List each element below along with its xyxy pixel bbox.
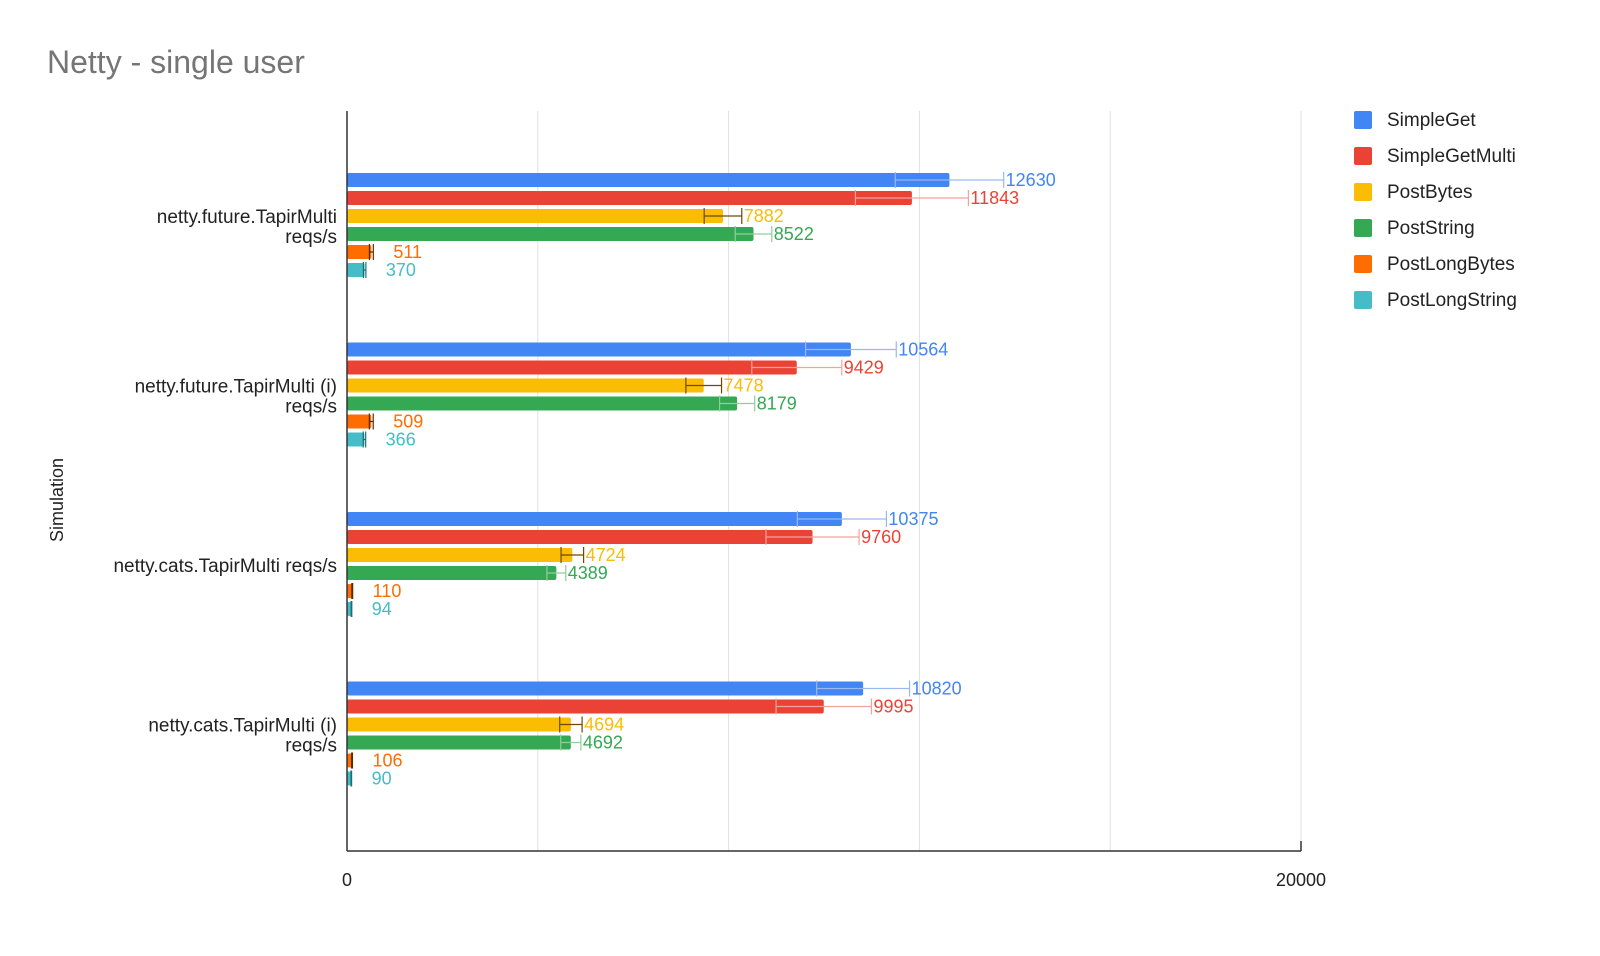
bar — [347, 512, 842, 526]
bar — [347, 209, 723, 223]
legend-label: PostLongString — [1387, 290, 1517, 311]
data-label: 10375 — [888, 509, 938, 529]
legend-label: PostLongBytes — [1387, 254, 1515, 275]
bar — [347, 342, 851, 357]
y-axis-title: Simulation — [47, 458, 67, 542]
bar — [347, 771, 352, 786]
data-label: 8179 — [757, 394, 797, 414]
bar — [347, 548, 573, 562]
bar — [347, 753, 353, 768]
bar — [347, 191, 912, 205]
data-label: 509 — [393, 412, 423, 432]
bar — [347, 432, 365, 447]
data-label: 511 — [393, 242, 422, 262]
bar — [347, 378, 704, 393]
bar — [347, 584, 353, 598]
data-label: 4694 — [584, 715, 624, 735]
category-label: netty.future.TapirMulti — [157, 207, 337, 228]
legend-swatch — [1354, 255, 1372, 273]
bar — [347, 245, 372, 259]
data-label: 9429 — [844, 358, 884, 378]
legend-swatch — [1354, 219, 1372, 237]
legend-label: SimpleGetMulti — [1387, 146, 1516, 167]
data-label: 94 — [372, 599, 392, 619]
data-label: 10820 — [912, 679, 962, 699]
legend-swatch — [1354, 291, 1372, 309]
data-label: 11843 — [970, 188, 1019, 208]
x-tick-label: 0 — [342, 870, 352, 890]
bar — [347, 735, 571, 750]
x-tick-label: 20000 — [1276, 870, 1326, 890]
bar — [347, 396, 738, 411]
data-label: 9995 — [873, 697, 913, 717]
legend-swatch — [1354, 111, 1372, 129]
category-label: netty.future.TapirMulti (i) — [135, 377, 337, 398]
data-label: 106 — [372, 751, 402, 771]
data-label: 110 — [373, 581, 402, 601]
bar — [347, 530, 813, 544]
data-label: 10564 — [898, 340, 948, 360]
category-label: reqs/s — [285, 397, 337, 418]
category-labels: netty.future.TapirMultireqs/snetty.futur… — [113, 207, 337, 757]
x-tick-labels: 0 20000 — [342, 870, 1326, 890]
data-label: 9760 — [861, 527, 901, 547]
bar — [347, 717, 571, 732]
bar — [347, 681, 864, 696]
data-label: 4389 — [568, 563, 608, 583]
bar — [347, 227, 754, 241]
data-label: 7478 — [724, 376, 764, 396]
legend-swatch — [1354, 183, 1372, 201]
chart-title: Netty - single user — [47, 44, 305, 80]
bar — [347, 566, 557, 580]
data-label: 4692 — [583, 733, 623, 753]
category-label: reqs/s — [285, 736, 337, 757]
legend: SimpleGet SimpleGetMulti PostBytes PostStri… — [1354, 110, 1517, 311]
bar — [347, 414, 372, 429]
data-label: 7882 — [744, 206, 784, 226]
bar — [347, 602, 352, 616]
legend-swatch — [1354, 147, 1372, 165]
bar — [347, 699, 824, 714]
data-label: 370 — [386, 260, 416, 280]
bar — [347, 263, 365, 277]
category-label: netty.cats.TapirMulti (i) — [148, 716, 337, 737]
category-label: reqs/s — [285, 227, 337, 248]
data-label: 366 — [386, 430, 416, 450]
bar — [347, 173, 950, 187]
data-label: 90 — [372, 769, 392, 789]
axes — [346, 111, 1302, 852]
legend-label: PostBytes — [1387, 182, 1473, 203]
category-label: netty.cats.TapirMulti reqs/s — [113, 556, 337, 577]
bar — [347, 360, 797, 375]
legend-label: PostString — [1387, 218, 1475, 239]
data-label: 4724 — [586, 545, 626, 565]
legend-label: SimpleGet — [1387, 110, 1476, 131]
data-label: 8522 — [774, 224, 814, 244]
data-label: 12630 — [1006, 170, 1056, 190]
